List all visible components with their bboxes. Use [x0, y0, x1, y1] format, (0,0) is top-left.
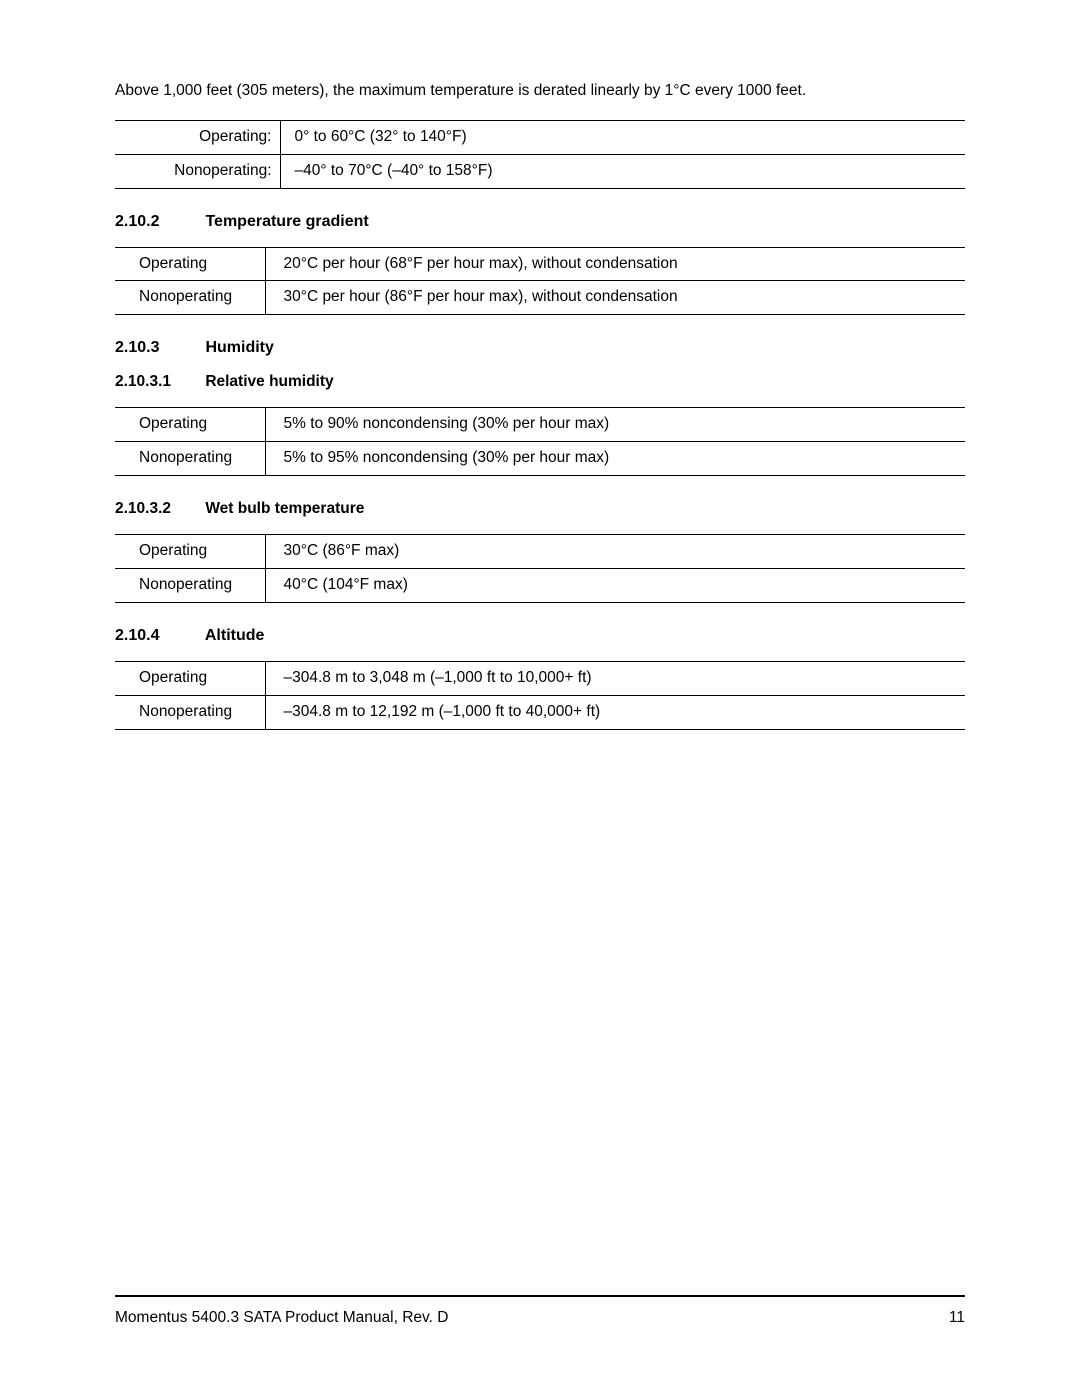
- row-value: 30°C (86°F max): [265, 535, 965, 569]
- wet-bulb-table: Operating 30°C (86°F max) Nonoperating 4…: [115, 534, 965, 603]
- row-value: 40°C (104°F max): [265, 569, 965, 603]
- row-label: Operating: [115, 535, 265, 569]
- table-row: Nonoperating: –40° to 70°C (–40° to 158°…: [115, 154, 965, 188]
- row-label: Operating: [115, 662, 265, 696]
- row-label: Operating: [115, 247, 265, 281]
- table-row: Operating 30°C (86°F max): [115, 535, 965, 569]
- row-value: –40° to 70°C (–40° to 158°F): [280, 154, 965, 188]
- heading-number: 2.10.2: [115, 213, 201, 231]
- row-value: –304.8 m to 12,192 m (–1,000 ft to 40,00…: [265, 695, 965, 729]
- table-row: Operating 20°C per hour (68°F per hour m…: [115, 247, 965, 281]
- row-value: 5% to 90% noncondensing (30% per hour ma…: [265, 408, 965, 442]
- intro-paragraph: Above 1,000 feet (305 meters), the maxim…: [115, 80, 965, 102]
- heading-title: Temperature gradient: [205, 213, 368, 230]
- row-value: 0° to 60°C (32° to 140°F): [280, 120, 965, 154]
- altitude-table: Operating –304.8 m to 3,048 m (–1,000 ft…: [115, 661, 965, 730]
- rel-humidity-table: Operating 5% to 90% noncondensing (30% p…: [115, 407, 965, 476]
- table-row: Operating: 0° to 60°C (32° to 140°F): [115, 120, 965, 154]
- heading-number: 2.10.3.2: [115, 500, 201, 518]
- heading-title: Altitude: [205, 627, 265, 644]
- table-row: Nonoperating –304.8 m to 12,192 m (–1,00…: [115, 695, 965, 729]
- row-value: 30°C per hour (86°F per hour max), witho…: [265, 281, 965, 315]
- row-value: –304.8 m to 3,048 m (–1,000 ft to 10,000…: [265, 662, 965, 696]
- footer-page-number: 11: [949, 1309, 965, 1327]
- heading-number: 2.10.3.1: [115, 373, 201, 391]
- table-row: Operating –304.8 m to 3,048 m (–1,000 ft…: [115, 662, 965, 696]
- row-label: Operating:: [115, 120, 280, 154]
- table-row: Nonoperating 5% to 95% noncondensing (30…: [115, 442, 965, 476]
- row-label: Nonoperating:: [115, 154, 280, 188]
- row-value: 5% to 95% noncondensing (30% per hour ma…: [265, 442, 965, 476]
- row-value: 20°C per hour (68°F per hour max), witho…: [265, 247, 965, 281]
- row-label: Nonoperating: [115, 281, 265, 315]
- row-label: Operating: [115, 408, 265, 442]
- subsection-heading-rel-humidity: 2.10.3.1 Relative humidity: [115, 373, 965, 391]
- page-footer: Momentus 5400.3 SATA Product Manual, Rev…: [115, 1295, 965, 1327]
- page: Above 1,000 feet (305 meters), the maxim…: [0, 0, 1080, 1397]
- row-label: Nonoperating: [115, 695, 265, 729]
- row-label: Nonoperating: [115, 569, 265, 603]
- heading-number: 2.10.4: [115, 627, 201, 645]
- section-heading-humidity: 2.10.3 Humidity: [115, 339, 965, 357]
- temperature-table: Operating: 0° to 60°C (32° to 140°F) Non…: [115, 120, 965, 189]
- section-heading-temp-gradient: 2.10.2 Temperature gradient: [115, 213, 965, 231]
- table-row: Nonoperating 30°C per hour (86°F per hou…: [115, 281, 965, 315]
- subsection-heading-wet-bulb: 2.10.3.2 Wet bulb temperature: [115, 500, 965, 518]
- heading-title: Wet bulb temperature: [205, 500, 364, 517]
- table-row: Operating 5% to 90% noncondensing (30% p…: [115, 408, 965, 442]
- footer-title: Momentus 5400.3 SATA Product Manual, Rev…: [115, 1309, 448, 1327]
- heading-title: Humidity: [205, 339, 273, 356]
- heading-number: 2.10.3: [115, 339, 201, 357]
- section-heading-altitude: 2.10.4 Altitude: [115, 627, 965, 645]
- row-label: Nonoperating: [115, 442, 265, 476]
- heading-title: Relative humidity: [205, 373, 333, 390]
- temp-gradient-table: Operating 20°C per hour (68°F per hour m…: [115, 247, 965, 316]
- table-row: Nonoperating 40°C (104°F max): [115, 569, 965, 603]
